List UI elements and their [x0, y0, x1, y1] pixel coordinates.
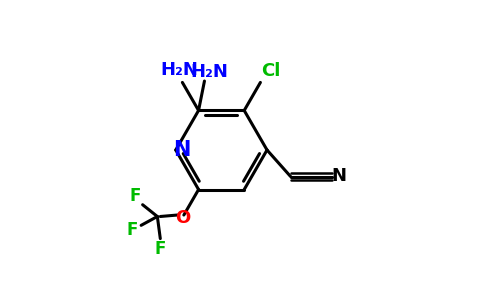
- Text: N: N: [174, 140, 191, 160]
- Text: N: N: [332, 167, 347, 185]
- Text: F: F: [130, 187, 141, 205]
- Text: Cl: Cl: [261, 61, 280, 80]
- Text: F: F: [154, 240, 166, 258]
- Text: H₂N: H₂N: [161, 61, 198, 79]
- Text: H₂N: H₂N: [190, 63, 228, 81]
- Text: O: O: [175, 209, 190, 227]
- Text: F: F: [127, 221, 138, 239]
